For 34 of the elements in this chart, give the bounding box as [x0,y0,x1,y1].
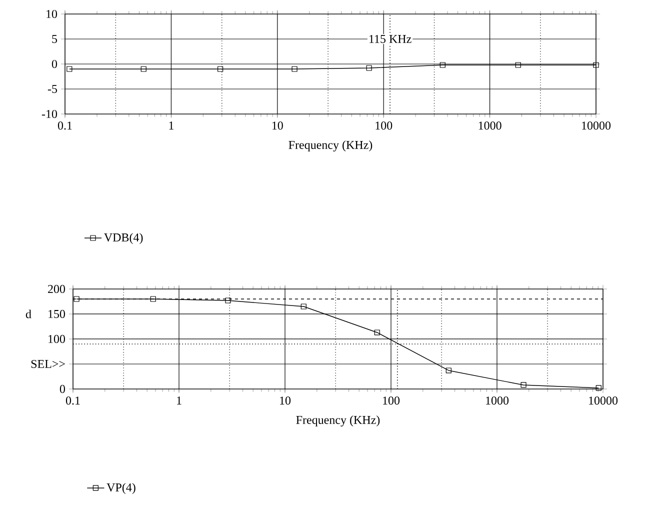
y-tick-label: 200 [48,284,66,294]
point [374,330,380,336]
x-tick-label: 0.1 [58,122,72,130]
y-tick-label: 0 [52,60,58,68]
y-tick-label: SEL>> [31,360,65,368]
y-axis-title: d [26,310,32,318]
x-tick-label: 10 [272,122,283,130]
y-tick-label: 5 [52,35,58,43]
x-tick-label: 1000 [478,122,502,130]
x-tick-label: 10 [280,396,291,405]
point [150,296,156,302]
x-axis-title: Frequency (KHz) [296,416,380,426]
legend-label: VDB(4) [104,233,143,244]
x-tick-label: 1 [169,122,174,130]
ref-line-label: 115 KHz [369,34,412,44]
y-tick-label: -10 [42,110,58,118]
point [596,385,602,391]
point [225,298,231,304]
x-tick-label: 100 [383,396,400,405]
x-tick-label: 1000 [486,396,509,405]
y-tick-label: 0 [60,384,66,394]
x-tick-label: 10000 [589,396,618,405]
x-tick-label: 0.1 [66,396,80,405]
x-tick-label: 100 [376,122,392,130]
y-tick-label: 10 [46,10,58,18]
x-axis-title: Frequency (KHz) [288,140,372,152]
point [520,382,526,388]
y-tick-label: 150 [48,310,66,318]
x-tick-label: 1 [177,396,182,404]
x-tick-label: 10000 [582,122,611,130]
y-tick-label: 100 [48,334,66,344]
y-tick-label: -5 [48,85,58,93]
legend-label: VP(4) [106,483,136,494]
point [446,368,452,374]
